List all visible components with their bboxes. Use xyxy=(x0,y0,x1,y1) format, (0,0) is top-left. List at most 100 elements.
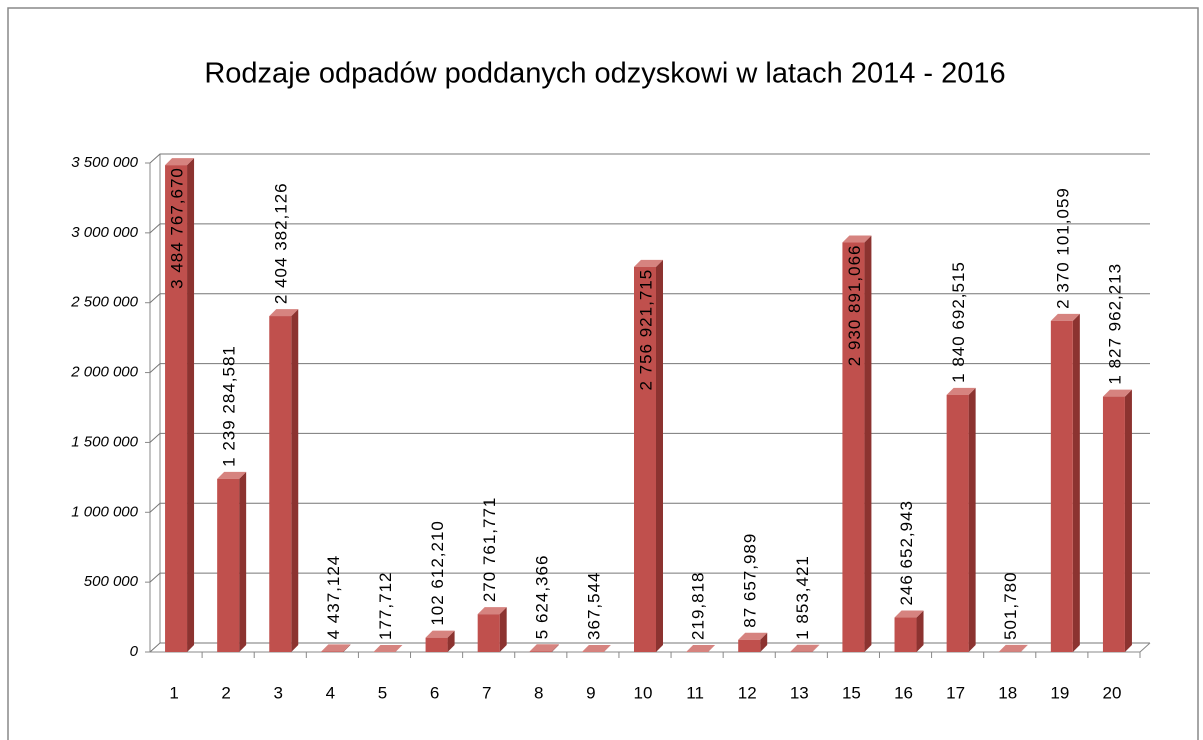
x-tick-label: 10 xyxy=(634,683,653,702)
x-tick-label: 8 xyxy=(534,683,543,702)
bar xyxy=(998,644,1028,652)
grid-line xyxy=(149,153,1150,164)
bar-front xyxy=(634,266,656,652)
x-tick-label: 12 xyxy=(738,683,757,702)
value-label: 87 657,989 xyxy=(741,533,760,628)
bar-front xyxy=(217,478,240,652)
bar-side xyxy=(551,644,559,652)
value-label: 501,780 xyxy=(1001,571,1020,639)
x-tick-label: 4 xyxy=(326,683,335,702)
bar-side xyxy=(395,644,403,652)
x-tick-label: 15 xyxy=(842,683,861,702)
bar xyxy=(529,644,559,652)
bar xyxy=(634,259,663,652)
bar-side xyxy=(656,259,663,652)
bar-side xyxy=(499,607,507,652)
value-label: 219,818 xyxy=(689,572,708,640)
grid-line xyxy=(149,572,1150,583)
value-label: 1 239 284,581 xyxy=(220,345,239,467)
bar xyxy=(946,387,976,652)
y-tick-label: 500 000 xyxy=(84,573,139,590)
bar-side xyxy=(812,644,820,652)
bar-top xyxy=(998,644,1028,652)
bar xyxy=(373,644,403,652)
value-label: 2 370 101,059 xyxy=(1053,187,1072,309)
bar-top xyxy=(634,259,663,267)
x-tick-label: 13 xyxy=(790,683,809,702)
bar xyxy=(165,158,195,652)
y-tick-label: 3 000 000 xyxy=(71,224,138,241)
y-tick-label: 2 000 000 xyxy=(70,364,138,381)
bar-side xyxy=(760,632,768,652)
bar-front xyxy=(269,316,292,652)
bar-front xyxy=(165,165,188,652)
bar-side xyxy=(1072,313,1080,652)
value-label: 367,544 xyxy=(584,571,603,639)
y-tick-label: 3 500 000 xyxy=(71,154,138,171)
bar-top xyxy=(1050,313,1080,321)
value-label: 5 624,366 xyxy=(532,555,551,640)
bar-front xyxy=(477,614,500,652)
grid-line xyxy=(149,432,1150,443)
x-tick-label: 1 xyxy=(169,683,178,702)
bar-top xyxy=(738,632,768,640)
value-label: 2 930 891,066 xyxy=(845,245,864,367)
bar xyxy=(581,644,611,652)
bar-top xyxy=(529,644,559,652)
value-label: 3 484 767,670 xyxy=(168,167,187,289)
bar-front xyxy=(321,651,344,652)
bar xyxy=(738,632,768,652)
bar-top xyxy=(425,630,455,638)
value-label: 2 756 921,715 xyxy=(636,269,655,391)
bar-top xyxy=(686,644,716,652)
value-label: 1 827 962,213 xyxy=(1105,263,1124,385)
x-tick-label: 16 xyxy=(894,683,913,702)
x-tick-label: 3 xyxy=(274,683,283,702)
bar-side xyxy=(1020,644,1028,652)
x-tick-label: 18 xyxy=(998,683,1017,702)
value-label: 1 840 692,515 xyxy=(949,261,968,383)
bar xyxy=(894,610,924,652)
bar-top xyxy=(321,644,351,652)
value-label: 1 853,421 xyxy=(793,555,812,640)
bar xyxy=(217,471,247,652)
x-tick-label: 9 xyxy=(586,683,595,702)
x-tick-label: 6 xyxy=(430,683,439,702)
value-label: 246 652,943 xyxy=(897,500,916,606)
bar xyxy=(686,644,716,652)
x-tick-label: 2 xyxy=(221,683,230,702)
bar-side xyxy=(239,471,247,652)
bar-side xyxy=(343,644,351,652)
bar-front xyxy=(1050,320,1073,652)
y-tick-label: 1 000 000 xyxy=(71,503,138,520)
grid-line xyxy=(149,642,1150,653)
bar-top xyxy=(894,610,924,618)
value-label: 4 437,124 xyxy=(324,555,343,640)
bar xyxy=(425,630,455,652)
bar xyxy=(321,644,351,652)
y-tick-label: 0 xyxy=(130,643,139,660)
bar-top xyxy=(946,387,976,395)
bar xyxy=(1102,389,1132,652)
bar-front xyxy=(946,394,969,652)
bar-side xyxy=(603,644,611,652)
x-tick-label: 19 xyxy=(1050,683,1069,702)
bar xyxy=(477,607,507,652)
bar-top xyxy=(790,644,820,652)
value-label: 2 404 382,126 xyxy=(272,182,291,304)
bar-top xyxy=(477,607,507,615)
bar-top xyxy=(842,235,872,243)
value-label: 270 761,771 xyxy=(480,497,499,603)
x-tick-label: 17 xyxy=(946,683,965,702)
bar xyxy=(842,235,872,653)
bar-side xyxy=(916,610,924,652)
bar-side xyxy=(864,235,872,653)
bar-front xyxy=(894,617,917,652)
grid-line xyxy=(149,502,1150,513)
x-tick-label: 11 xyxy=(686,683,704,702)
bar-top xyxy=(269,309,299,317)
value-label: 177,712 xyxy=(376,572,395,640)
bar-side xyxy=(291,309,299,652)
bar-top xyxy=(217,471,247,479)
